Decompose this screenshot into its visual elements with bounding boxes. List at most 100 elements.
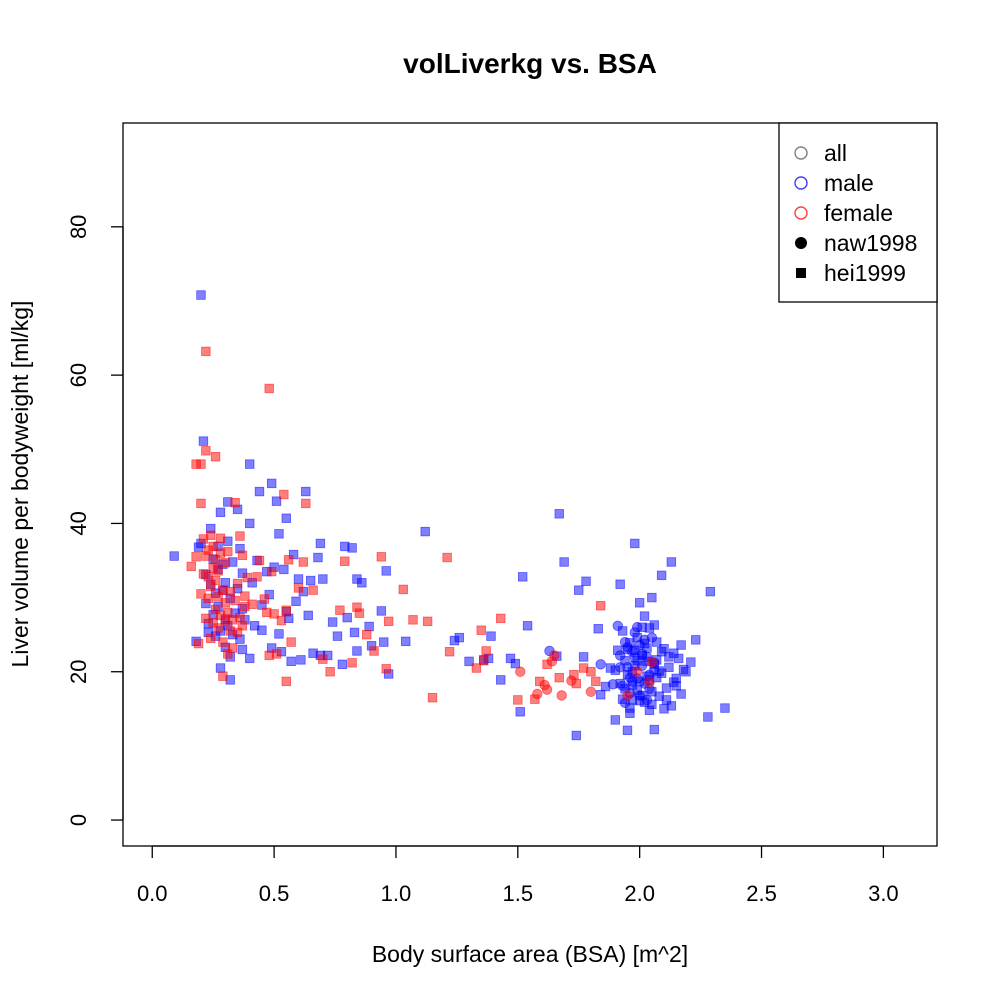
data-point-male-hei1999-45 xyxy=(245,518,255,529)
points-layer xyxy=(169,290,730,741)
data-point-male-hei1999-70 xyxy=(296,655,306,665)
data-point-female-hei1999-79 xyxy=(340,556,350,566)
data-point-female-hei1999-39 xyxy=(223,649,233,659)
chart-title: volLiverkg vs. BSA xyxy=(403,48,657,79)
data-point-male-hei1999-131 xyxy=(639,611,650,621)
data-point-male-hei1999-69 xyxy=(293,574,304,584)
data-point-male-hei1999-123 xyxy=(615,579,625,589)
data-point-female-hei1999-97 xyxy=(481,646,491,656)
data-point-female-hei1999-87 xyxy=(383,616,394,627)
legend-marker-male xyxy=(794,176,808,190)
legend-label-male: male xyxy=(824,170,874,196)
data-point-female-hei1999-63 xyxy=(266,566,277,577)
data-point-female-hei1999-27 xyxy=(213,623,223,633)
data-point-female-hei1999-18 xyxy=(206,633,216,644)
data-point-male-hei1999-59 xyxy=(274,529,284,539)
data-point-male-hei1999-74 xyxy=(305,575,316,586)
data-point-male-hei1999-107 xyxy=(510,658,521,669)
data-point-male-hei1999-129 xyxy=(634,598,645,608)
data-point-male-hei1999-82 xyxy=(332,631,343,641)
data-point-male-hei1999-58 xyxy=(271,496,282,506)
data-point-male-hei1999-182 xyxy=(649,620,659,630)
data-point-female-hei1999-94 xyxy=(471,663,482,673)
data-point-female-hei1999-91 xyxy=(427,692,438,703)
data-point-female-hei1999-69 xyxy=(281,676,291,687)
data-point-male-naw1998-27 xyxy=(627,676,638,687)
data-point-male-hei1999-145 xyxy=(703,712,713,722)
data-point-female-hei1999-56 xyxy=(242,572,252,583)
data-point-male-hei1999-134 xyxy=(647,592,657,603)
legend-label-all: all xyxy=(824,140,847,166)
data-point-female-hei1999-74 xyxy=(301,498,311,509)
data-point-female-hei1999-3 xyxy=(196,459,206,469)
data-point-male-hei1999-119 xyxy=(595,690,606,700)
data-point-male-hei1999-89 xyxy=(352,646,362,656)
legend-label-hei1999: hei1999 xyxy=(824,260,906,286)
data-point-male-hei1999-108 xyxy=(515,707,525,717)
data-point-male-hei1999-94 xyxy=(379,637,389,647)
data-point-female-naw1998-7 xyxy=(566,675,577,686)
data-point-female-hei1999-107 xyxy=(586,667,596,677)
data-point-female-hei1999-71 xyxy=(286,637,296,647)
data-point-female-hei1999-85 xyxy=(376,552,387,562)
data-point-female-hei1999-89 xyxy=(408,615,418,625)
data-point-female-hei1999-72 xyxy=(293,583,304,593)
data-point-female-hei1999-48 xyxy=(232,627,243,638)
data-point-female-hei1999-32 xyxy=(215,533,226,543)
data-point-female-hei1999-20 xyxy=(206,530,216,540)
data-point-male-naw1998-29 xyxy=(636,648,648,660)
data-point-male-hei1999-47 xyxy=(247,578,257,588)
data-point-female-hei1999-68 xyxy=(281,605,291,615)
data-point-female-hei1999-76 xyxy=(318,654,328,664)
data-point-male-hei1999-44 xyxy=(245,459,255,469)
data-point-female-hei1999-38 xyxy=(220,558,231,568)
data-point-male-hei1999-20 xyxy=(215,507,226,518)
legend-label-naw1998: naw1998 xyxy=(824,230,917,256)
data-point-female-hei1999-86 xyxy=(381,664,391,674)
data-point-female-hei1999-92 xyxy=(442,552,452,563)
x-tick-label-0: 0.0 xyxy=(137,881,168,906)
data-point-male-hei1999-60 xyxy=(274,629,284,639)
data-point-female-naw1998-10 xyxy=(632,666,643,677)
data-point-female-hei1999-5 xyxy=(210,451,221,462)
y-tick-label-1: 20 xyxy=(66,659,91,683)
data-point-female-hei1999-83 xyxy=(362,629,372,640)
data-point-female-hei1999-82 xyxy=(354,608,365,618)
data-point-male-hei1999-55 xyxy=(266,478,277,489)
data-point-male-hei1999-115 xyxy=(574,585,584,595)
data-point-male-hei1999-109 xyxy=(517,572,528,582)
data-point-male-hei1999-90 xyxy=(357,578,367,588)
data-point-female-naw1998-11 xyxy=(646,656,658,668)
data-point-female-hei1999-57 xyxy=(247,599,257,609)
data-point-male-hei1999-85 xyxy=(342,612,352,623)
data-point-female-hei1999-60 xyxy=(259,594,270,604)
x-axis-label: Body surface area (BSA) [m^2] xyxy=(372,941,688,967)
data-point-female-hei1999-8 xyxy=(193,638,204,649)
data-point-female-hei1999-103 xyxy=(554,672,564,683)
data-point-female-hei1999-25 xyxy=(210,575,221,586)
data-point-male-hei1999-67 xyxy=(288,549,299,560)
data-point-male-hei1999-172 xyxy=(673,653,684,664)
data-point-male-hei1999-79 xyxy=(318,574,328,584)
data-point-male-hei1999-100 xyxy=(454,632,465,643)
data-point-male-hei1999-117 xyxy=(581,576,591,586)
data-point-male-hei1999-83 xyxy=(337,659,348,670)
data-point-male-hei1999-122 xyxy=(610,715,620,725)
data-point-male-hei1999-127 xyxy=(630,538,640,549)
data-point-male-hei1999-1 xyxy=(198,436,209,446)
data-point-male-naw1998-3 xyxy=(614,650,626,661)
data-point-female-hei1999-58 xyxy=(252,572,262,582)
data-point-female-hei1999-37 xyxy=(220,598,231,608)
data-point-female-hei1999-51 xyxy=(235,531,245,541)
data-point-female-naw1998-12 xyxy=(644,676,655,688)
data-point-female-hei1999-65 xyxy=(271,649,282,659)
data-point-female-hei1999-50 xyxy=(235,612,245,623)
data-point-male-hei1999-95 xyxy=(381,566,391,576)
data-point-female-hei1999-0 xyxy=(201,346,211,357)
data-point-female-hei1999-46 xyxy=(230,595,240,606)
data-point-male-naw1998-4 xyxy=(617,680,628,692)
y-axis: 0 20 40 60 80 xyxy=(66,215,124,826)
data-point-male-hei1999-144 xyxy=(691,635,701,645)
data-point-female-hei1999-67 xyxy=(279,489,289,500)
data-point-female-hei1999-29 xyxy=(213,566,223,576)
